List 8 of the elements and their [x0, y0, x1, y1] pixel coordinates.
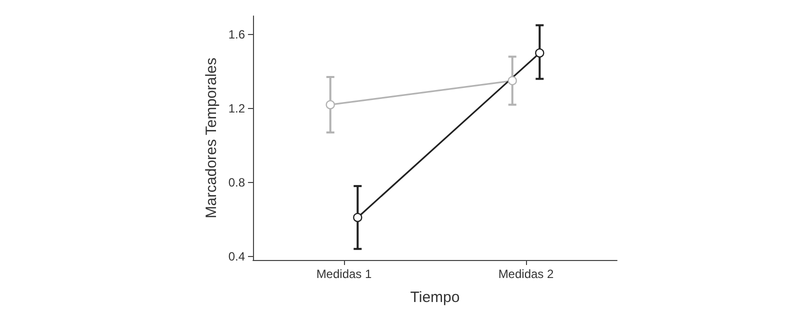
y-tick-label: 0.4	[228, 249, 246, 264]
y-tick-label: 1.2	[228, 101, 246, 116]
x-tick-label: Medidas 1	[316, 267, 372, 281]
x-tick-label: Medidas 2	[498, 267, 554, 281]
y-tick-label: 1.6	[228, 27, 246, 42]
y-axis-title: Marcadores Temporales	[203, 58, 220, 218]
x-axis-title: Tiempo	[410, 289, 460, 306]
y-tick-label: 0.8	[228, 175, 246, 190]
